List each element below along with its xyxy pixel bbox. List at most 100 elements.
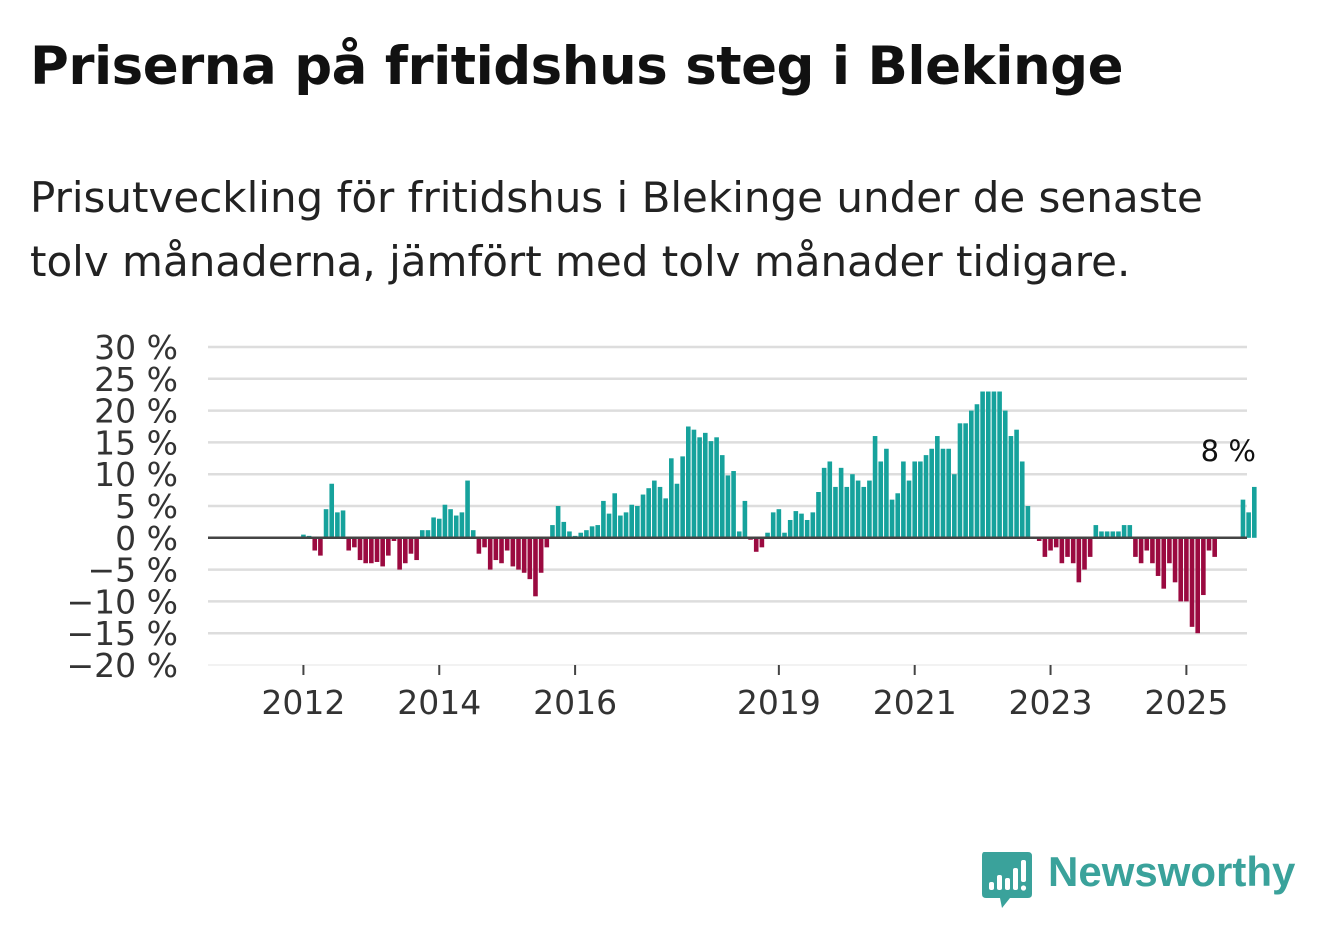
data-bar	[527, 537, 533, 580]
data-bar	[935, 436, 940, 538]
data-bar	[850, 474, 855, 538]
data-bar	[601, 500, 606, 538]
data-bar	[872, 436, 878, 538]
axes: 30 %25 %20 %15 %10 %5 %0 %−5 %−10 %−15 %…	[67, 328, 1256, 722]
x-tick-label: 2025	[1144, 683, 1228, 722]
data-bar	[521, 537, 527, 573]
data-bar	[855, 480, 861, 538]
data-bar	[974, 404, 980, 538]
x-tick-label: 2021	[873, 683, 957, 722]
data-bar	[1246, 512, 1251, 538]
data-bar	[719, 455, 725, 538]
y-tick-label: 15 %	[94, 423, 178, 462]
data-bar	[1201, 537, 1206, 596]
data-bar	[923, 455, 929, 538]
data-bar	[997, 391, 1002, 538]
data-bar	[918, 461, 923, 538]
x-tick-label: 2016	[533, 683, 617, 722]
data-bar	[470, 530, 476, 538]
y-tick-label: −20 %	[67, 646, 179, 685]
data-bar	[301, 534, 306, 538]
data-bar	[340, 510, 346, 538]
data-bar	[844, 486, 850, 538]
data-bar	[895, 493, 901, 538]
data-bar	[912, 461, 917, 538]
data-bar	[595, 525, 601, 538]
data-bar	[589, 526, 595, 538]
y-tick-label: 25 %	[94, 360, 178, 399]
data-bar	[770, 512, 776, 538]
bar-chart: 30 %25 %20 %15 %10 %5 %0 %−5 %−10 %−15 %…	[67, 328, 1257, 722]
bars	[301, 391, 1257, 634]
data-bar	[629, 504, 634, 538]
data-bar	[1206, 537, 1212, 551]
data-bar	[567, 531, 572, 538]
data-bar	[725, 475, 731, 538]
data-bar	[1138, 537, 1144, 564]
data-bar	[318, 537, 323, 556]
data-bar	[652, 480, 657, 538]
y-tick-label: −15 %	[67, 614, 179, 653]
data-bar	[538, 537, 544, 573]
data-bar	[499, 537, 504, 564]
data-bar	[657, 486, 663, 538]
data-bar	[414, 537, 419, 561]
data-bar	[476, 537, 482, 554]
end-value-annotation: 8 %	[1201, 434, 1256, 468]
data-bar	[584, 530, 589, 538]
data-bar	[431, 517, 436, 538]
data-bar	[386, 537, 391, 556]
data-bar	[708, 441, 714, 538]
data-bar	[793, 511, 799, 538]
y-tick-label: 10 %	[94, 455, 178, 494]
data-bar	[482, 537, 487, 548]
data-bar	[680, 456, 685, 538]
data-bar	[623, 512, 629, 538]
data-bar	[635, 506, 640, 538]
y-tick-label: −5 %	[88, 551, 179, 590]
data-bar	[533, 537, 538, 597]
data-bar	[487, 537, 493, 570]
data-bar	[612, 493, 618, 538]
data-bar	[561, 521, 567, 538]
data-bar	[459, 512, 465, 538]
data-bar	[663, 498, 668, 538]
data-bar	[1121, 525, 1127, 538]
data-bar	[403, 537, 408, 564]
data-bar	[1212, 537, 1217, 557]
data-bar	[816, 492, 821, 538]
data-bar	[1019, 461, 1025, 538]
data-bar	[352, 537, 357, 548]
y-tick-label: 5 %	[115, 487, 178, 526]
data-bar	[1008, 436, 1014, 538]
data-bar	[759, 537, 765, 548]
data-bar	[991, 391, 997, 538]
data-bar	[1104, 531, 1110, 538]
data-bar	[606, 513, 612, 538]
data-bar	[782, 532, 787, 538]
data-bar	[453, 515, 459, 538]
data-bar	[1059, 537, 1065, 564]
data-bar	[618, 515, 623, 538]
newsworthy-logo-icon	[982, 852, 1032, 908]
data-bar	[1053, 537, 1059, 548]
y-tick-label: 0 %	[115, 519, 178, 558]
chart-subtitle: Prisutveckling för fritidshus i Blekinge…	[30, 173, 1203, 286]
data-bar	[312, 537, 318, 551]
data-bar	[957, 423, 963, 538]
data-bar	[1144, 537, 1150, 551]
data-bar	[889, 499, 895, 538]
data-bar	[827, 461, 833, 538]
data-bar	[329, 483, 335, 538]
data-bar	[1025, 506, 1031, 538]
data-bar	[323, 509, 329, 538]
data-bar	[544, 537, 550, 548]
data-bar	[369, 537, 374, 564]
data-bar	[736, 531, 742, 538]
data-bar	[1155, 537, 1161, 576]
data-bar	[493, 537, 499, 561]
data-bar	[878, 461, 884, 538]
data-bar	[753, 537, 759, 552]
data-bar	[1099, 531, 1104, 538]
data-bar	[1150, 537, 1155, 564]
